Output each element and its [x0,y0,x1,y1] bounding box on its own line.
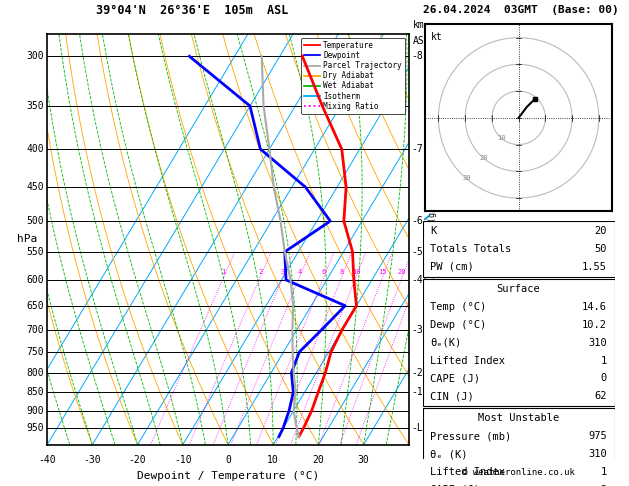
Text: θₑ(K): θₑ(K) [430,338,462,347]
Text: 10: 10 [352,269,360,275]
Text: 20: 20 [479,155,488,161]
Text: Lifted Index: Lifted Index [430,356,505,365]
Legend: Temperature, Dewpoint, Parcel Trajectory, Dry Adiabat, Wet Adiabat, Isotherm, Mi: Temperature, Dewpoint, Parcel Trajectory… [301,38,405,114]
Text: 950: 950 [26,423,44,433]
Text: 6: 6 [321,269,326,275]
Text: 20: 20 [398,269,406,275]
Text: 975: 975 [588,431,607,441]
FancyBboxPatch shape [423,408,615,486]
Text: 4: 4 [298,269,302,275]
Text: -40: -40 [38,455,56,465]
Text: 550: 550 [26,247,44,257]
Text: 500: 500 [26,216,44,226]
Text: CAPE (J): CAPE (J) [430,485,481,486]
Text: 350: 350 [26,101,44,111]
Text: -LCL: -LCL [412,423,435,433]
Text: 2: 2 [601,485,607,486]
Text: hPa: hPa [17,234,37,244]
Text: 900: 900 [26,406,44,416]
Text: 1.55: 1.55 [582,262,607,272]
Text: 450: 450 [26,182,44,192]
Text: 310: 310 [588,338,607,347]
Text: 300: 300 [26,52,44,61]
Text: 10.2: 10.2 [582,320,607,330]
Text: 26.04.2024  03GMT  (Base: 00): 26.04.2024 03GMT (Base: 00) [423,4,618,15]
Text: 3: 3 [281,269,285,275]
Text: 750: 750 [26,347,44,357]
Text: 39°04'N  26°36'E  105m  ASL: 39°04'N 26°36'E 105m ASL [96,4,288,17]
Text: -10: -10 [174,455,192,465]
Text: -8: -8 [412,52,423,61]
Text: 800: 800 [26,368,44,378]
Text: -7: -7 [412,144,423,154]
Text: 50: 50 [594,244,607,254]
Text: Temp (°C): Temp (°C) [430,302,487,312]
Text: 700: 700 [26,325,44,335]
Text: 20: 20 [594,226,607,236]
FancyBboxPatch shape [423,279,615,406]
Text: 400: 400 [26,144,44,154]
Text: PW (cm): PW (cm) [430,262,474,272]
Text: kt: kt [430,32,442,42]
Text: © weatheronline.co.uk: © weatheronline.co.uk [462,468,576,477]
Text: K: K [430,226,437,236]
Text: 8: 8 [340,269,344,275]
Text: Most Unstable: Most Unstable [478,414,559,423]
Text: 20: 20 [313,455,325,465]
Text: ASL: ASL [413,36,430,46]
Text: Mixing Ratio (g/kg): Mixing Ratio (g/kg) [428,192,437,287]
Text: θₑ (K): θₑ (K) [430,449,468,459]
Text: 30: 30 [462,175,470,181]
Text: Pressure (mb): Pressure (mb) [430,431,511,441]
Text: -1: -1 [412,387,423,397]
Text: Dewpoint / Temperature (°C): Dewpoint / Temperature (°C) [137,471,319,482]
Text: -30: -30 [84,455,101,465]
Text: km: km [413,20,424,30]
Text: 0: 0 [225,455,231,465]
Text: 62: 62 [594,391,607,401]
Text: 310: 310 [588,449,607,459]
Text: CAPE (J): CAPE (J) [430,373,481,383]
Text: -4: -4 [412,275,423,285]
Text: Lifted Index: Lifted Index [430,467,505,477]
Text: Surface: Surface [497,284,540,294]
Text: 650: 650 [26,301,44,311]
Text: 15: 15 [378,269,387,275]
Text: 10: 10 [267,455,279,465]
Text: 600: 600 [26,275,44,285]
Text: Dewp (°C): Dewp (°C) [430,320,487,330]
Text: 14.6: 14.6 [582,302,607,312]
Text: CIN (J): CIN (J) [430,391,474,401]
Text: 30: 30 [358,455,369,465]
Text: 850: 850 [26,387,44,397]
Text: 1: 1 [601,356,607,365]
Text: 1: 1 [221,269,226,275]
Text: Totals Totals: Totals Totals [430,244,511,254]
Text: -20: -20 [129,455,147,465]
Text: 2: 2 [258,269,262,275]
Text: -3: -3 [412,325,423,335]
Text: -6: -6 [412,216,423,226]
Text: 1: 1 [601,467,607,477]
Text: 0: 0 [601,373,607,383]
Text: -2: -2 [412,368,423,378]
FancyBboxPatch shape [423,221,615,277]
Text: -5: -5 [412,247,423,257]
Text: 10: 10 [497,135,506,141]
